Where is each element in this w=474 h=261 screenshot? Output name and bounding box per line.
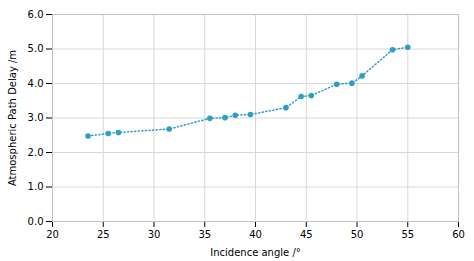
svg-text:6.0: 6.0 <box>28 9 44 20</box>
svg-text:1.0: 1.0 <box>28 181 44 192</box>
svg-text:Atmospheric Path Delay /m: Atmospheric Path Delay /m <box>7 50 18 186</box>
svg-text:5.0: 5.0 <box>28 43 44 54</box>
svg-text:2.0: 2.0 <box>28 147 44 158</box>
svg-text:50: 50 <box>351 229 364 240</box>
svg-text:40: 40 <box>249 229 262 240</box>
svg-text:35: 35 <box>198 229 211 240</box>
svg-text:0.0: 0.0 <box>28 216 44 227</box>
svg-text:30: 30 <box>148 229 161 240</box>
svg-text:60: 60 <box>452 229 465 240</box>
svg-text:3.0: 3.0 <box>28 112 44 123</box>
svg-text:25: 25 <box>97 229 110 240</box>
svg-text:4.0: 4.0 <box>28 78 44 89</box>
svg-text:55: 55 <box>401 229 414 240</box>
svg-text:45: 45 <box>300 229 313 240</box>
svg-text:20: 20 <box>46 229 59 240</box>
svg-text:Incidence angle /°: Incidence angle /° <box>210 247 301 258</box>
